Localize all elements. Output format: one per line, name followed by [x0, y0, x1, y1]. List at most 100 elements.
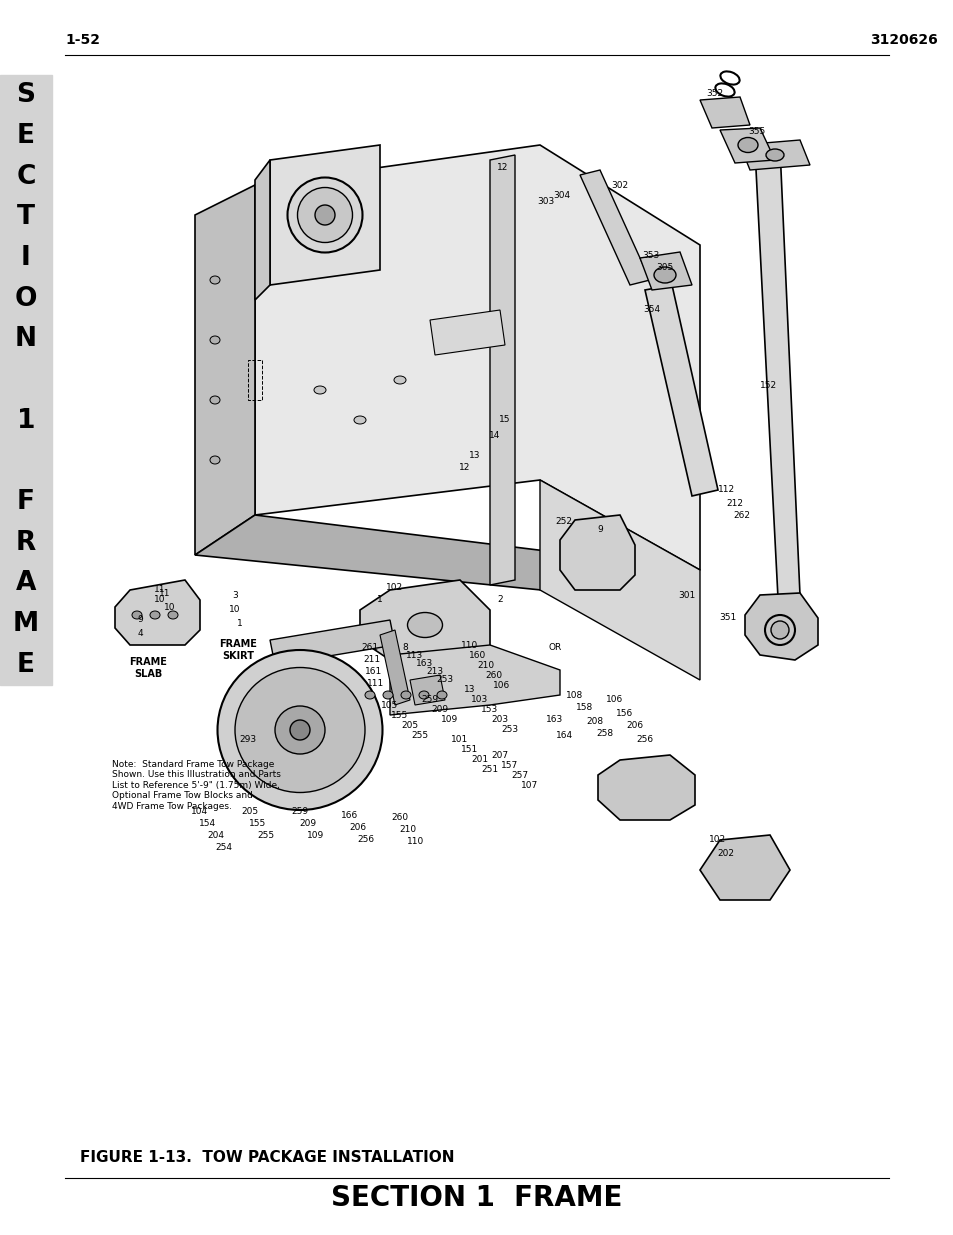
Text: 255: 255 — [257, 831, 274, 841]
Text: 164: 164 — [556, 730, 573, 740]
Text: 261: 261 — [361, 643, 378, 652]
Text: 205: 205 — [401, 721, 418, 730]
Text: 106: 106 — [606, 695, 623, 704]
Polygon shape — [410, 676, 444, 705]
Text: 255: 255 — [411, 731, 428, 741]
Ellipse shape — [274, 706, 325, 755]
Text: 213: 213 — [426, 667, 443, 676]
Ellipse shape — [168, 611, 178, 619]
Ellipse shape — [394, 375, 406, 384]
Text: 211: 211 — [363, 656, 380, 664]
Text: 10: 10 — [229, 605, 240, 615]
Text: SECTION 1  FRAME: SECTION 1 FRAME — [331, 1184, 622, 1212]
Text: 203: 203 — [491, 715, 508, 725]
Text: T: T — [17, 204, 35, 231]
Text: 103: 103 — [471, 695, 488, 704]
Polygon shape — [379, 630, 410, 705]
Polygon shape — [430, 310, 504, 354]
Text: 1: 1 — [17, 408, 35, 433]
Ellipse shape — [234, 667, 365, 793]
Text: 10: 10 — [154, 595, 166, 604]
Text: 156: 156 — [616, 709, 633, 718]
Text: 207: 207 — [491, 751, 508, 760]
Text: 108: 108 — [566, 690, 583, 699]
Polygon shape — [270, 144, 379, 285]
Ellipse shape — [150, 611, 160, 619]
Ellipse shape — [210, 275, 220, 284]
Polygon shape — [720, 128, 774, 163]
Polygon shape — [254, 144, 700, 571]
Polygon shape — [194, 515, 700, 600]
Ellipse shape — [354, 416, 366, 424]
Text: 102: 102 — [386, 583, 403, 593]
Text: 253: 253 — [501, 725, 518, 735]
Text: 166: 166 — [341, 810, 358, 820]
Text: 210: 210 — [476, 661, 494, 669]
Text: 14: 14 — [489, 431, 500, 440]
Text: 163: 163 — [416, 658, 434, 667]
Ellipse shape — [314, 205, 335, 225]
Text: F: F — [17, 489, 35, 515]
Text: 109: 109 — [307, 831, 324, 841]
Polygon shape — [740, 140, 809, 170]
Text: 302: 302 — [611, 180, 628, 189]
Text: 257: 257 — [511, 771, 528, 779]
Ellipse shape — [770, 621, 788, 638]
Text: 202: 202 — [717, 848, 734, 857]
Text: 102: 102 — [709, 836, 726, 845]
Text: 104: 104 — [192, 808, 209, 816]
Text: Note:  Standard Frame Tow Package
Shown. Use this Illustration and Parts
List to: Note: Standard Frame Tow Package Shown. … — [112, 760, 280, 810]
Polygon shape — [390, 645, 559, 715]
Text: 256: 256 — [357, 835, 375, 844]
Text: 155: 155 — [391, 711, 408, 720]
Text: O: O — [14, 285, 37, 311]
Text: 301: 301 — [678, 590, 695, 599]
Text: 110: 110 — [407, 837, 424, 846]
Text: 10: 10 — [164, 603, 175, 611]
Text: 157: 157 — [501, 761, 518, 769]
Text: 259: 259 — [421, 695, 438, 704]
Text: 351: 351 — [719, 614, 736, 622]
Ellipse shape — [210, 456, 220, 464]
Text: 13: 13 — [469, 451, 480, 459]
Text: FRAME
SLAB: FRAME SLAB — [129, 657, 167, 679]
Text: 260: 260 — [485, 671, 502, 679]
Text: 161: 161 — [365, 667, 382, 677]
Ellipse shape — [765, 149, 783, 161]
Text: 210: 210 — [399, 825, 416, 835]
Polygon shape — [254, 161, 270, 300]
Text: E: E — [17, 124, 35, 149]
Text: 110: 110 — [461, 641, 478, 650]
Ellipse shape — [287, 178, 362, 252]
Text: A: A — [16, 571, 36, 597]
Text: 206: 206 — [626, 721, 643, 730]
Text: 3: 3 — [232, 590, 237, 599]
Polygon shape — [700, 835, 789, 900]
Text: 1: 1 — [237, 619, 243, 627]
Polygon shape — [700, 98, 749, 128]
Text: 259: 259 — [291, 808, 308, 816]
Text: 1-52: 1-52 — [65, 33, 100, 47]
Text: 354: 354 — [642, 305, 659, 315]
Text: 3120626: 3120626 — [869, 33, 937, 47]
Ellipse shape — [407, 613, 442, 637]
Text: I: I — [21, 245, 30, 270]
Text: 153: 153 — [481, 705, 498, 715]
Text: 251: 251 — [481, 766, 498, 774]
Text: 12: 12 — [497, 163, 508, 173]
Text: 212: 212 — [726, 499, 742, 508]
Text: C: C — [16, 164, 35, 190]
Text: 151: 151 — [461, 746, 478, 755]
Text: 252: 252 — [555, 517, 572, 526]
Text: M: M — [13, 611, 39, 637]
Ellipse shape — [210, 396, 220, 404]
Text: 107: 107 — [521, 781, 538, 789]
Text: E: E — [17, 652, 35, 678]
Polygon shape — [490, 156, 515, 585]
Ellipse shape — [132, 611, 142, 619]
Text: 101: 101 — [451, 736, 468, 745]
Ellipse shape — [217, 650, 382, 810]
Polygon shape — [639, 252, 691, 290]
Text: 160: 160 — [469, 651, 486, 659]
Text: 206: 206 — [349, 823, 366, 831]
